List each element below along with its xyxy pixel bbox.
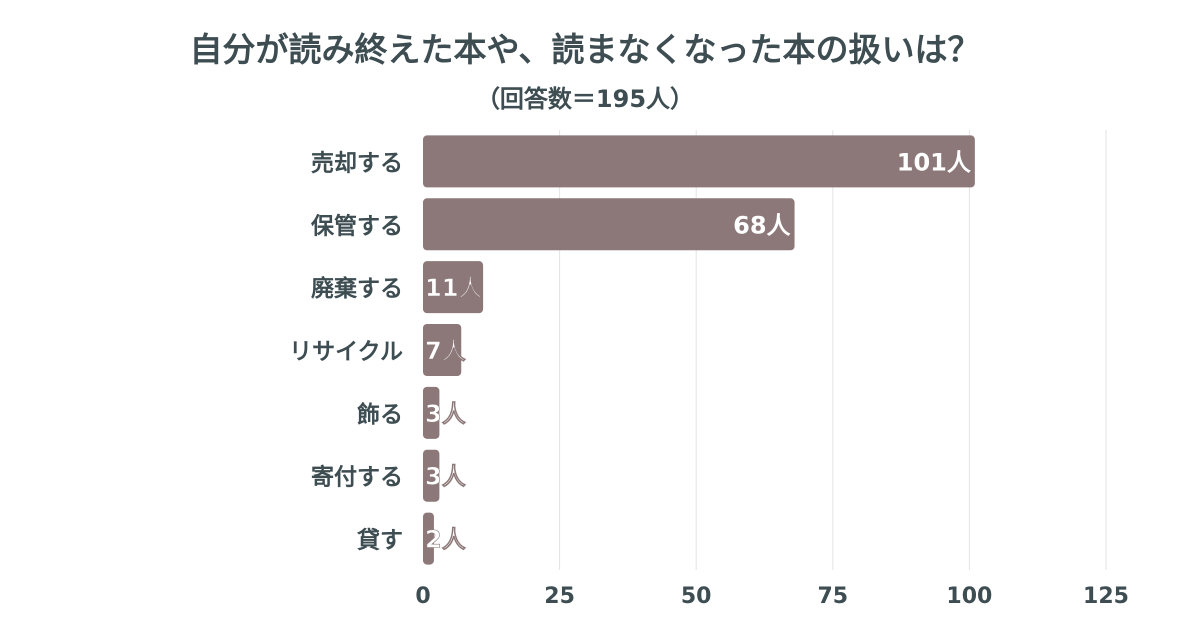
bars <box>423 135 975 565</box>
category-label: 寄付する <box>311 464 403 491</box>
x-tick-label: 100 <box>946 584 992 609</box>
data-label: 68人 <box>733 211 790 239</box>
x-tick-label: 50 <box>681 584 712 609</box>
data-labels: 101人 68人 11人 7人 3人 3人 2人 <box>425 148 971 553</box>
data-label: 7人 <box>425 337 466 365</box>
data-label: 2人 <box>425 526 466 554</box>
data-label: 11人 <box>425 274 482 302</box>
bar <box>423 198 795 251</box>
category-label: 保管する <box>310 212 403 239</box>
data-label: 101人 <box>897 148 971 176</box>
x-tick-label: 75 <box>817 584 848 609</box>
category-label: リサイクル <box>289 339 403 365</box>
category-label: 廃棄する <box>311 275 403 302</box>
category-label: 飾る <box>357 401 403 428</box>
data-label: 3人 <box>425 400 466 428</box>
bar <box>423 324 462 376</box>
chart-subtitle: （回答数＝195人） <box>476 85 694 113</box>
x-tick-label: 0 <box>415 584 430 609</box>
gridlines <box>559 130 1107 570</box>
bar <box>423 512 434 565</box>
category-label: 売却する <box>311 150 403 176</box>
bar <box>423 135 975 188</box>
chart-title: 自分が読み終えた本や、読まなくなった本の扱いは？ <box>189 30 980 69</box>
x-tick-label: 25 <box>544 584 575 609</box>
bar <box>423 261 484 314</box>
x-tick-label: 125 <box>1083 584 1129 609</box>
bar <box>423 386 440 439</box>
data-label: 3人 <box>425 463 466 491</box>
bar <box>423 449 440 502</box>
x-axis-ticks: 0 25 50 75 100 125 <box>415 584 1129 609</box>
category-label: 貸す <box>357 527 403 554</box>
